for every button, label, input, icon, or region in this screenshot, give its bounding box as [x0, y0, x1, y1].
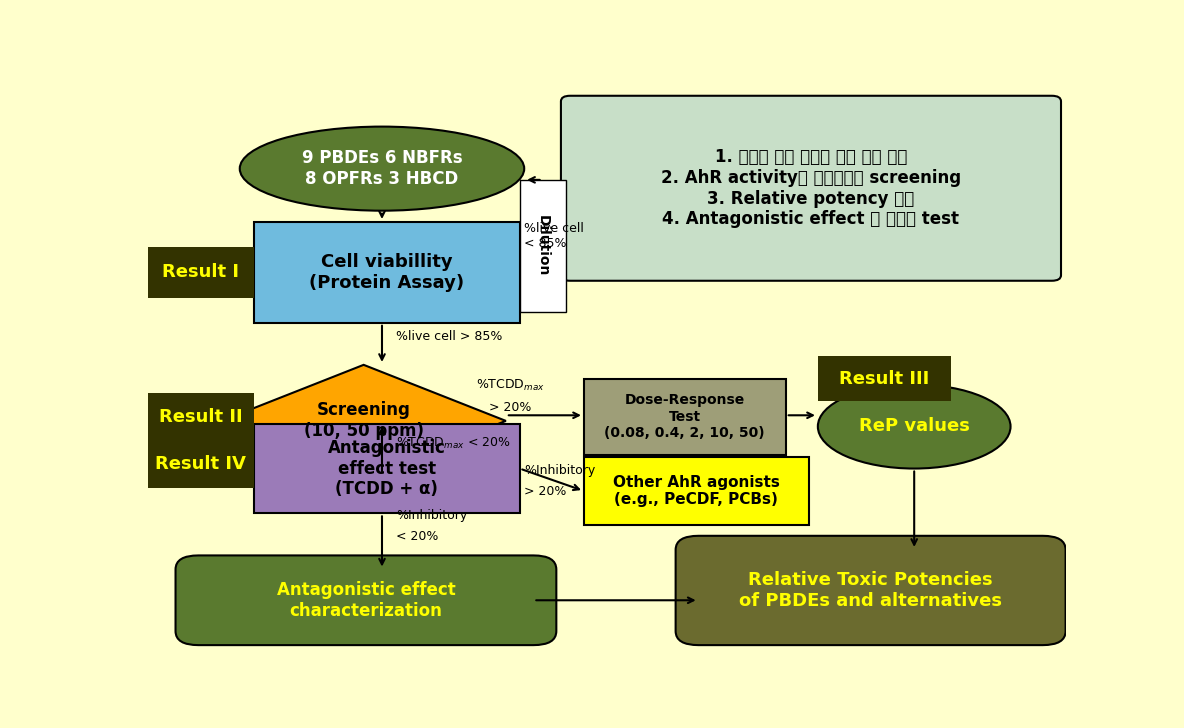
Text: Relative Toxic Potencies
of PBDEs and alternatives: Relative Toxic Potencies of PBDEs and al… [739, 571, 1002, 610]
Text: < 20%: < 20% [395, 530, 438, 543]
Text: %Inhibitory: %Inhibitory [525, 464, 596, 477]
Text: %live cell > 85%: %live cell > 85% [395, 331, 502, 344]
Text: Cell viabillity
(Protein Assay): Cell viabillity (Protein Assay) [309, 253, 464, 292]
Text: Result II: Result II [159, 408, 243, 426]
FancyBboxPatch shape [584, 379, 786, 454]
FancyBboxPatch shape [175, 555, 556, 645]
FancyBboxPatch shape [148, 393, 253, 440]
Text: Result III: Result III [839, 370, 929, 388]
Text: Antagonistic
effect test
(TCDD + α): Antagonistic effect test (TCDD + α) [328, 439, 445, 499]
Text: %live cell
< 85%: %live cell < 85% [525, 222, 584, 250]
Text: Result I: Result I [162, 264, 239, 281]
FancyBboxPatch shape [253, 222, 520, 323]
Text: ReP values: ReP values [858, 417, 970, 435]
Text: 9 PBDEs 6 NBFRs
8 OPFRs 3 HBCD: 9 PBDEs 6 NBFRs 8 OPFRs 3 HBCD [302, 149, 462, 188]
Text: Dose-Response
Test
(0.08, 0.4, 2, 10, 50): Dose-Response Test (0.08, 0.4, 2, 10, 50… [605, 394, 765, 440]
FancyBboxPatch shape [818, 357, 951, 401]
Ellipse shape [240, 127, 525, 210]
FancyBboxPatch shape [520, 180, 566, 312]
FancyBboxPatch shape [584, 457, 809, 525]
FancyBboxPatch shape [253, 424, 520, 513]
Text: > 20%: > 20% [489, 401, 532, 414]
FancyBboxPatch shape [148, 247, 253, 298]
Ellipse shape [818, 384, 1011, 469]
Text: > 20%: > 20% [525, 486, 567, 499]
Text: %Inhibitory: %Inhibitory [395, 509, 466, 522]
Text: Dilution: Dilution [535, 215, 549, 277]
Text: %TCDD$_{max}$ < 20%: %TCDD$_{max}$ < 20% [395, 436, 510, 451]
Text: Antagonistic effect
characterization: Antagonistic effect characterization [277, 581, 456, 620]
Text: Screening
(10, 50 ppm): Screening (10, 50 ppm) [303, 402, 424, 440]
Text: Result IV: Result IV [155, 455, 246, 473]
Text: %TCDD$_{max}$: %TCDD$_{max}$ [476, 378, 545, 393]
Text: Other AhR agonists
(e.g., PeCDF, PCBs): Other AhR agonists (e.g., PeCDF, PCBs) [613, 475, 780, 507]
FancyBboxPatch shape [561, 96, 1061, 281]
FancyBboxPatch shape [676, 536, 1066, 645]
Text: 1. 세포를 손상 시키지 않는 농도 범위
2. AhR activity가 나타나는지 screening
3. Relative potency 측정
4: 1. 세포를 손상 시키지 않는 농도 범위 2. AhR activity가 … [661, 148, 961, 229]
FancyBboxPatch shape [148, 440, 253, 488]
Polygon shape [221, 365, 506, 477]
